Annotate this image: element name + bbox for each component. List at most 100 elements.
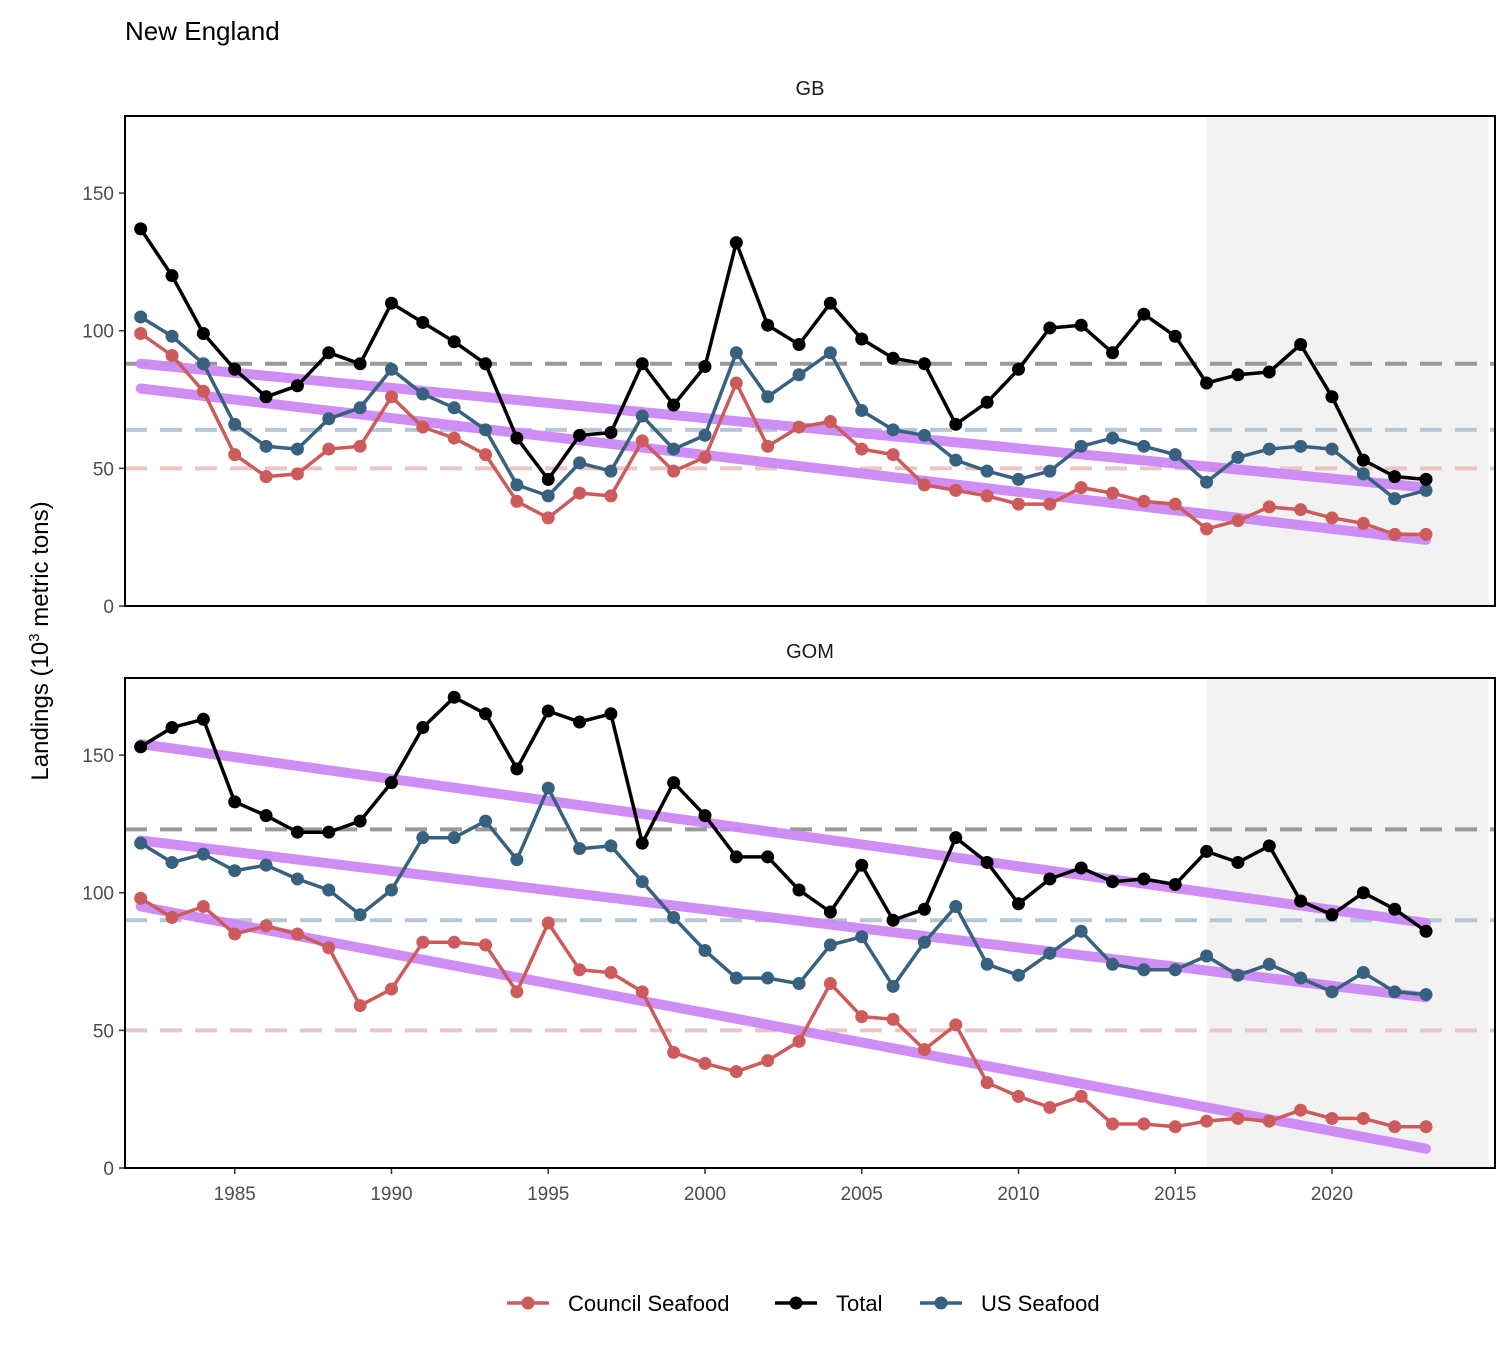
data-point [1168, 448, 1182, 462]
data-point [1011, 497, 1025, 511]
data-point [1388, 902, 1402, 916]
data-point [635, 434, 649, 448]
data-point [290, 825, 304, 839]
data-point [196, 326, 210, 340]
data-point [259, 470, 273, 484]
data-point [729, 346, 743, 360]
data-point [1356, 516, 1370, 530]
data-point [416, 387, 430, 401]
data-point [322, 883, 336, 897]
data-point [165, 329, 179, 343]
data-point [165, 855, 179, 869]
legend: Council Seafood Total US Seafood [507, 1291, 1100, 1316]
data-point [729, 971, 743, 985]
data-point [1419, 527, 1433, 541]
data-point [1106, 346, 1120, 360]
data-point [353, 999, 367, 1013]
data-point [604, 839, 618, 853]
data-point [1043, 872, 1057, 886]
data-point [1106, 431, 1120, 445]
data-point [1388, 492, 1402, 506]
data-point [823, 346, 837, 360]
data-point [980, 855, 994, 869]
data-point [635, 985, 649, 999]
data-point [196, 384, 210, 398]
data-point [447, 431, 461, 445]
data-point [322, 825, 336, 839]
data-point [917, 478, 931, 492]
data-point [1419, 924, 1433, 938]
data-point [1325, 985, 1339, 999]
data-point [855, 858, 869, 872]
data-point [322, 941, 336, 955]
data-point [792, 368, 806, 382]
x-tick-label: 2010 [997, 1184, 1039, 1205]
data-point [761, 850, 775, 864]
data-point [1325, 908, 1339, 922]
data-point [290, 467, 304, 481]
data-point [196, 899, 210, 913]
trend-line [135, 739, 1432, 928]
legend-marker [789, 1296, 803, 1310]
data-point [949, 831, 963, 845]
data-point [1074, 481, 1088, 495]
panel-strip-label: GOM [786, 641, 834, 663]
data-point [667, 910, 681, 924]
data-point [729, 376, 743, 390]
data-point [573, 486, 587, 500]
data-point [541, 781, 555, 795]
data-point [1200, 475, 1214, 489]
data-point [1294, 1103, 1308, 1117]
data-point [259, 919, 273, 933]
data-point [1137, 307, 1151, 321]
data-point [1043, 497, 1057, 511]
data-point [792, 337, 806, 351]
data-point [1137, 872, 1151, 886]
data-point [573, 428, 587, 442]
data-point [1011, 897, 1025, 911]
data-point [1074, 439, 1088, 453]
data-point [290, 927, 304, 941]
data-point [1294, 971, 1308, 985]
y-tick-label: 150 [82, 746, 114, 767]
data-point [886, 1012, 900, 1026]
data-point [479, 357, 493, 371]
data-point [667, 1045, 681, 1059]
data-point [384, 883, 398, 897]
data-point [541, 916, 555, 930]
data-point [384, 776, 398, 790]
data-point [228, 417, 242, 431]
series-us-seafood [134, 310, 1433, 506]
data-point [886, 448, 900, 462]
data-point [761, 439, 775, 453]
data-point [980, 1076, 994, 1090]
data-point [447, 831, 461, 845]
highlight-region [1206, 678, 1489, 1168]
data-point [1168, 877, 1182, 891]
data-point [823, 415, 837, 429]
data-point [196, 357, 210, 371]
data-point [1137, 1117, 1151, 1131]
data-point [917, 1043, 931, 1057]
data-point [1356, 886, 1370, 900]
data-point [1137, 439, 1151, 453]
data-point [479, 938, 493, 952]
data-point [228, 448, 242, 462]
y-axis-label-main: Landings (10 [27, 642, 54, 781]
data-point [1294, 503, 1308, 517]
data-point [886, 423, 900, 437]
data-point [1325, 442, 1339, 456]
data-point [290, 442, 304, 456]
data-point [1011, 1089, 1025, 1103]
data-point [1168, 497, 1182, 511]
data-point [1074, 861, 1088, 875]
series-total [134, 222, 1433, 486]
data-point [134, 310, 148, 324]
data-point [1106, 486, 1120, 500]
data-point [855, 1010, 869, 1024]
data-point [384, 390, 398, 404]
data-point [447, 690, 461, 704]
data-point [259, 809, 273, 823]
data-point [196, 847, 210, 861]
x-tick-label: 2000 [684, 1184, 726, 1205]
